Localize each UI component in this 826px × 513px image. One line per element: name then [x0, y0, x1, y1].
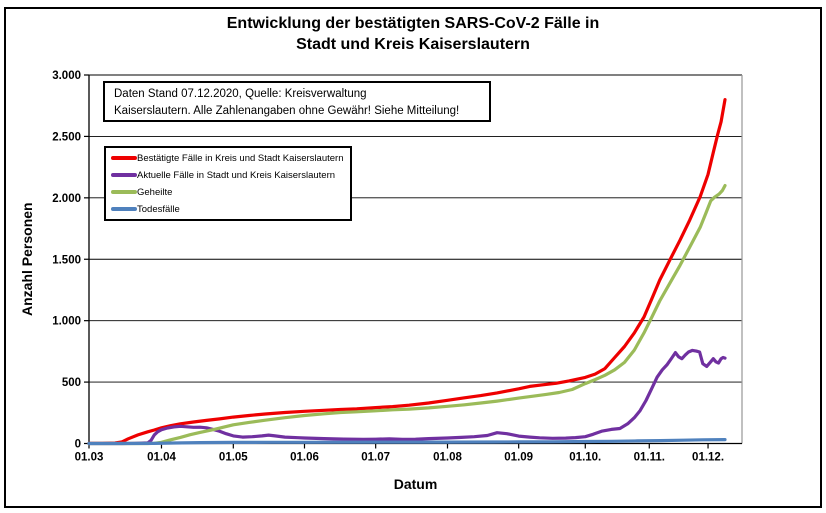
chart-border — [4, 7, 822, 508]
y-tick-label-2500: 2.500 — [52, 131, 81, 143]
y-tick-label-3000: 3.000 — [52, 70, 81, 82]
series-line-deaths — [87, 438, 727, 446]
x-tick-label-01.03: 01.03 — [75, 452, 104, 464]
x-tick-label-01.05: 01.05 — [219, 452, 248, 464]
legend-label-recovered: Geheilte — [137, 186, 173, 198]
legend-item-confirmed: Bestätigte Fälle in Kreis und Stadt Kais… — [111, 152, 350, 164]
legend-item-deaths: Todesfälle — [111, 203, 350, 215]
legend-swatch-confirmed — [111, 156, 137, 160]
legend-item-active: Aktuelle Fälle in Stadt und Kreis Kaiser… — [111, 169, 350, 181]
x-tick-label-01.09: 01.09 — [504, 452, 533, 464]
legend: Bestätigte Fälle in Kreis und Stadt Kais… — [104, 146, 352, 221]
x-tick-label-01.10.: 01.10. — [569, 452, 601, 464]
chart-title: Entwicklung der bestätigten SARS-CoV-2 F… — [0, 13, 826, 55]
x-tick-label-01.08: 01.08 — [433, 452, 462, 464]
y-tick-label-0: 0 — [75, 439, 81, 451]
legend-label-confirmed: Bestätigte Fälle in Kreis und Stadt Kais… — [137, 152, 344, 164]
y-axis-title: Anzahl Personen — [19, 202, 35, 317]
x-tick-label-01.11.: 01.11. — [634, 452, 665, 464]
legend-swatch-deaths — [111, 207, 137, 211]
y-tick-label-1500: 1.500 — [52, 254, 81, 266]
series-line-active — [87, 348, 727, 446]
x-tick-label-01.04: 01.04 — [147, 452, 176, 464]
data-status-note: Daten Stand 07.12.2020, Quelle: Kreisver… — [103, 81, 491, 122]
series-line-recovered — [87, 184, 727, 446]
y-tick-label-2000: 2.000 — [52, 193, 81, 205]
legend-item-recovered: Geheilte — [111, 186, 350, 198]
legend-label-active: Aktuelle Fälle in Stadt und Kreis Kaiser… — [137, 169, 336, 181]
legend-swatch-recovered — [111, 190, 137, 194]
legend-label-deaths: Todesfälle — [137, 203, 180, 215]
x-tick-label-01.07: 01.07 — [361, 452, 390, 464]
chart-title-line2: Stadt und Kreis Kaiserslautern — [296, 36, 530, 53]
y-tick-label-1000: 1.000 — [52, 316, 81, 328]
x-axis-title: Datum — [393, 476, 438, 492]
x-tick-label-01.06: 01.06 — [290, 452, 319, 464]
x-tick-label-01.12.: 01.12. — [692, 452, 724, 464]
y-tick-label-500: 500 — [62, 377, 81, 389]
data-status-note-line1: Daten Stand 07.12.2020, Quelle: Kreisver… — [114, 88, 367, 100]
data-status-note-line2: Kaiserslautern. Alle Zahlenangaben ohne … — [114, 105, 460, 117]
chart-title-line1: Entwicklung der bestätigten SARS-CoV-2 F… — [226, 15, 600, 32]
legend-swatch-active — [111, 173, 137, 177]
